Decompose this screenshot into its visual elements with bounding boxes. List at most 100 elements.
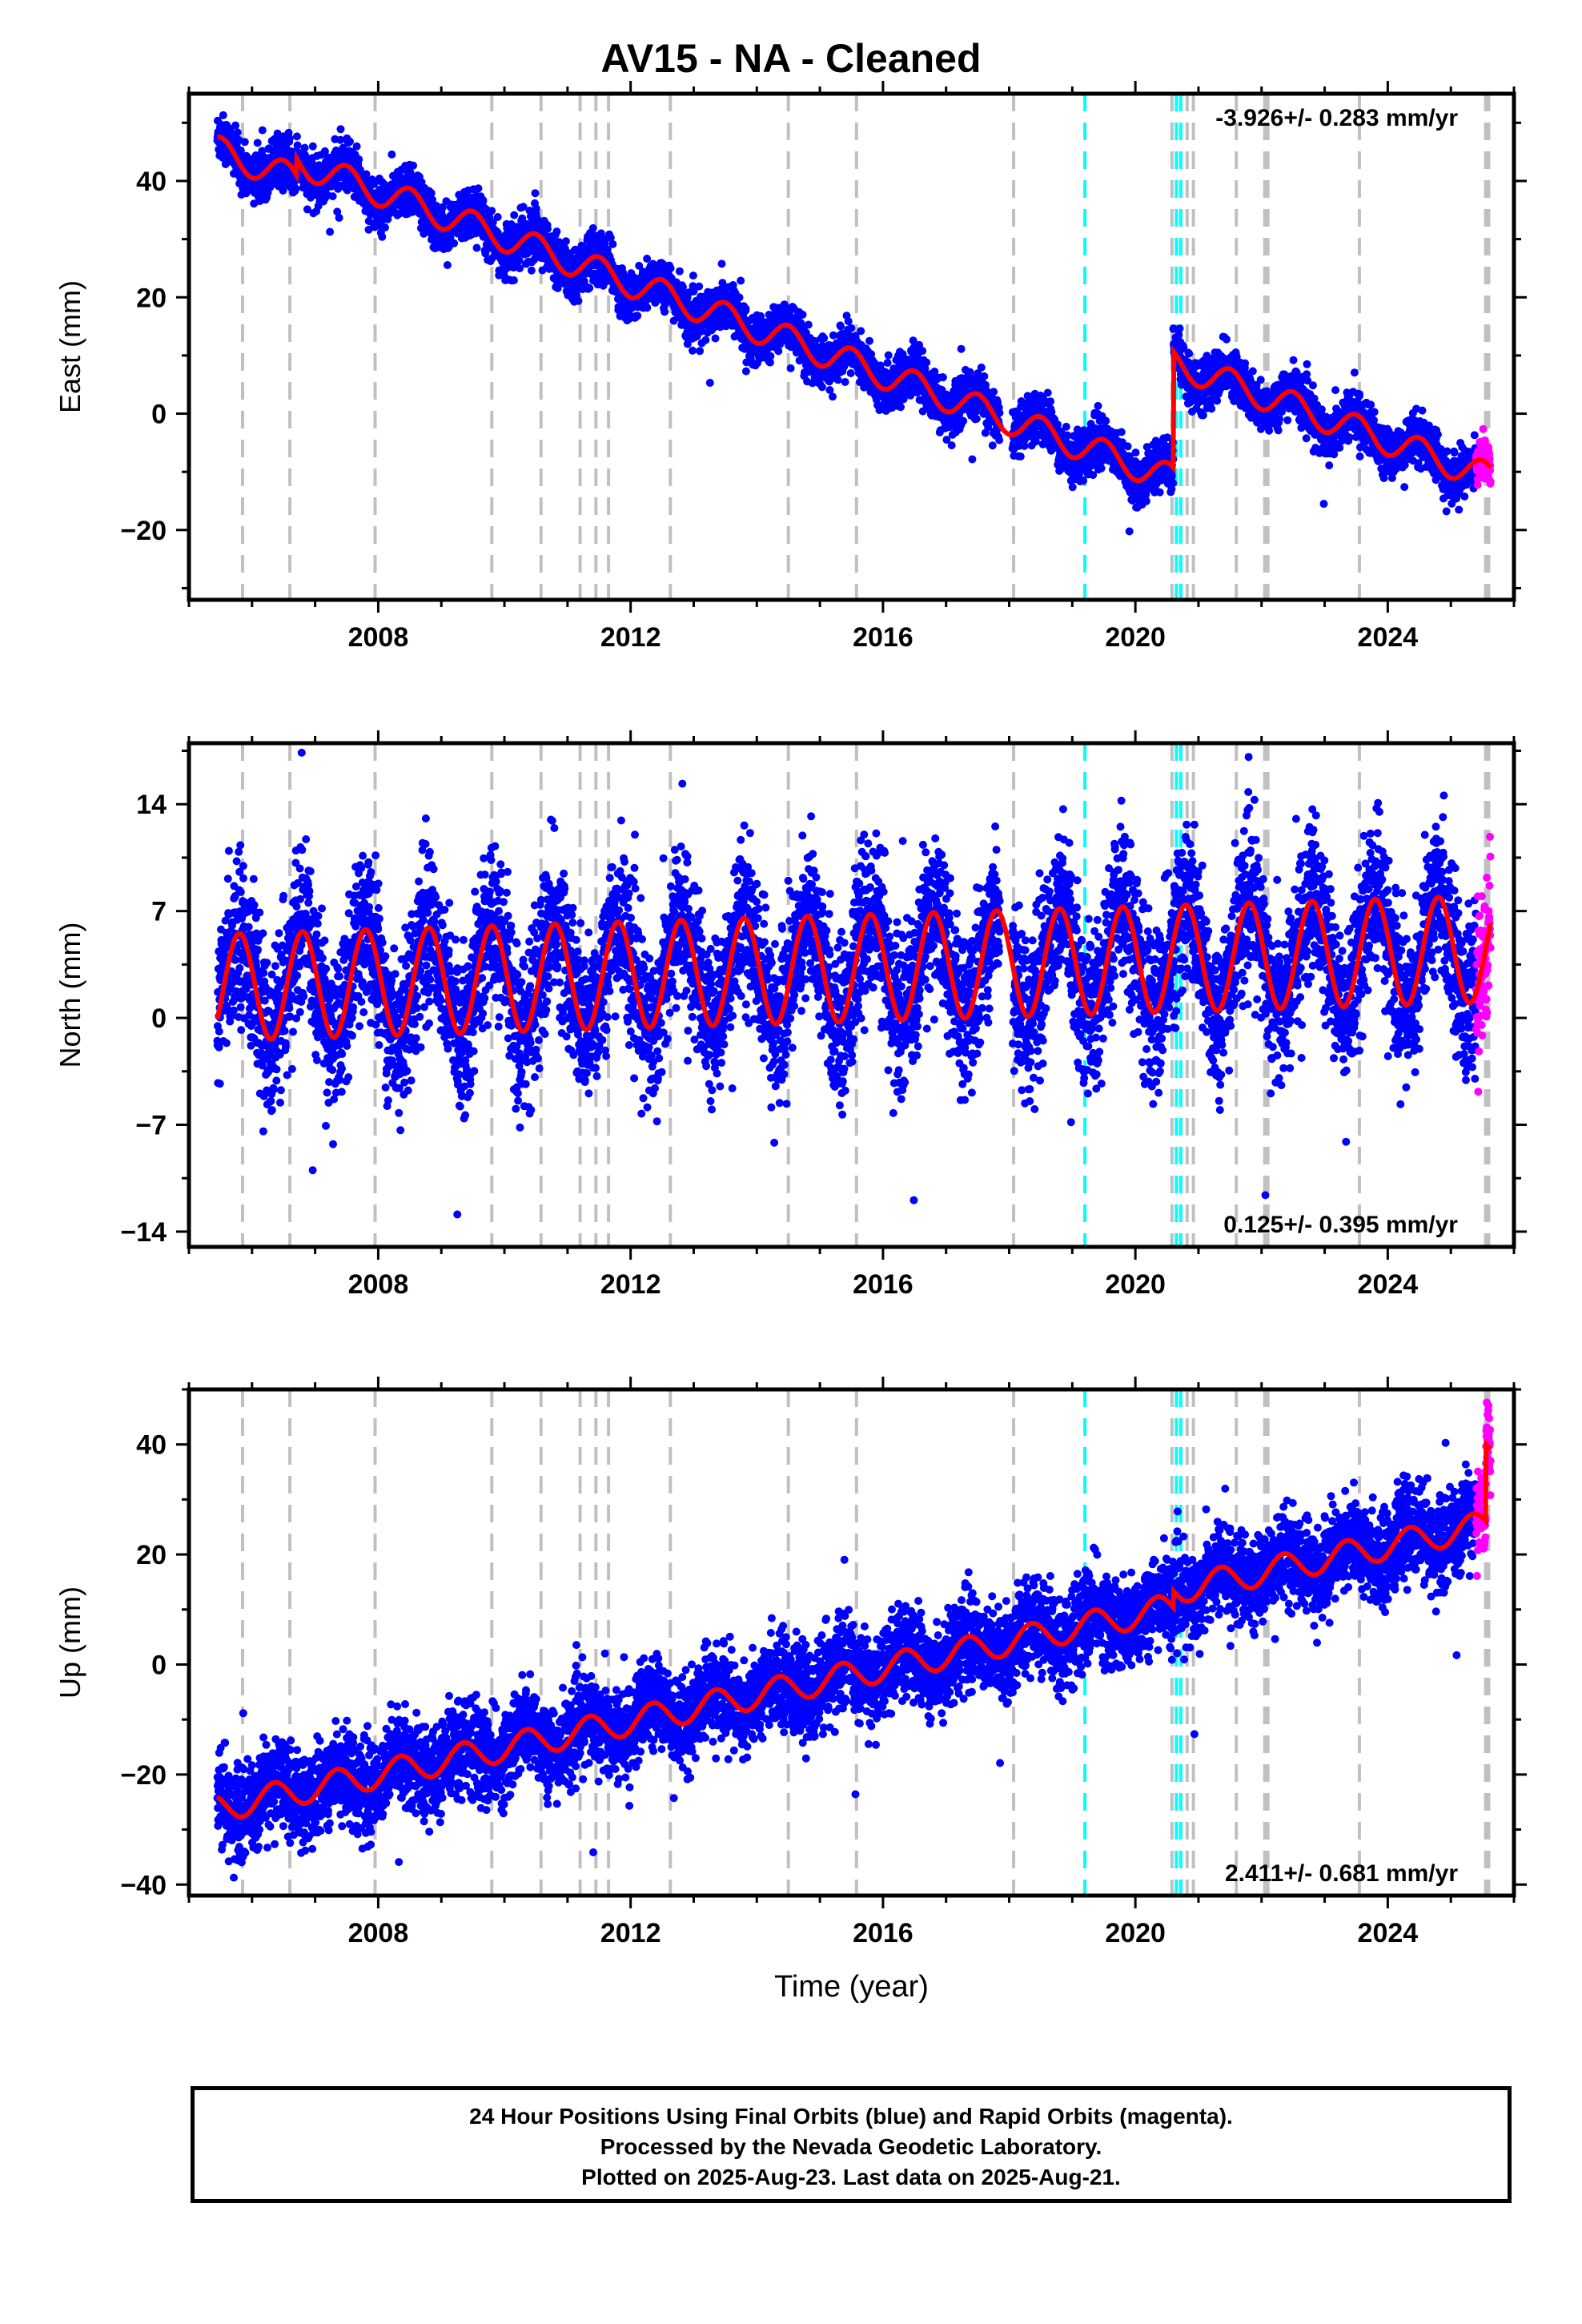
final-orbit-point bbox=[352, 142, 361, 151]
final-orbit-point bbox=[417, 178, 426, 187]
final-orbit-point bbox=[544, 224, 552, 233]
final-orbit-point bbox=[292, 132, 301, 141]
final-orbit-point bbox=[336, 135, 345, 144]
final-orbit-point bbox=[219, 111, 227, 119]
final-orbit-point bbox=[443, 261, 452, 269]
final-orbit-point bbox=[428, 195, 437, 204]
final-orbit-point bbox=[666, 264, 675, 272]
final-orbit-point bbox=[279, 187, 287, 195]
final-orbit-point bbox=[427, 189, 436, 198]
final-orbit-point bbox=[284, 128, 293, 137]
final-orbit-point bbox=[531, 189, 540, 198]
final-orbit-point bbox=[273, 129, 282, 138]
final-orbit-point bbox=[990, 388, 998, 396]
final-orbit-point bbox=[300, 143, 309, 152]
final-orbit-point bbox=[364, 225, 373, 234]
final-orbit-point bbox=[509, 276, 518, 284]
final-orbit-point bbox=[689, 346, 697, 355]
final-orbit-point bbox=[333, 207, 342, 216]
final-orbit-point bbox=[450, 239, 459, 247]
final-orbit-point bbox=[336, 125, 345, 134]
final-orbit-point bbox=[561, 237, 570, 246]
final-orbit-point bbox=[608, 239, 617, 248]
final-orbit-point bbox=[766, 352, 775, 360]
final-orbit-point bbox=[972, 415, 981, 423]
final-orbit-point bbox=[472, 243, 481, 252]
final-orbit-point bbox=[253, 139, 262, 147]
final-orbit-point bbox=[980, 372, 989, 380]
final-orbit-point bbox=[741, 304, 750, 313]
final-orbit-point bbox=[833, 376, 842, 384]
final-orbit-point bbox=[988, 441, 997, 450]
final-orbit-point bbox=[1054, 420, 1062, 429]
final-orbit-point bbox=[841, 378, 849, 386]
final-orbit-point bbox=[362, 170, 371, 179]
chart-title: AV15 - NA - Cleaned bbox=[0, 35, 1582, 82]
final-orbit-point bbox=[328, 192, 337, 201]
final-orbit-point bbox=[829, 392, 837, 401]
final-orbit-point bbox=[643, 304, 652, 312]
final-orbit-point bbox=[285, 135, 294, 143]
final-orbit-point bbox=[689, 271, 697, 280]
final-orbit-point bbox=[695, 282, 704, 291]
final-orbit-point bbox=[1020, 441, 1029, 450]
final-orbit-point bbox=[959, 416, 968, 425]
final-orbit-point bbox=[705, 379, 714, 387]
final-orbit-point bbox=[884, 351, 893, 360]
final-orbit-point bbox=[488, 207, 496, 215]
final-orbit-point bbox=[837, 322, 845, 331]
final-orbit-point bbox=[957, 344, 966, 353]
final-orbit-point bbox=[387, 150, 396, 159]
final-orbit-point bbox=[820, 334, 829, 343]
final-orbit-point bbox=[378, 232, 387, 241]
final-orbit-point bbox=[938, 373, 947, 382]
final-orbit-point bbox=[735, 293, 744, 302]
final-orbit-point bbox=[741, 367, 750, 376]
final-orbit-point bbox=[922, 358, 931, 367]
final-orbit-point bbox=[326, 227, 335, 236]
final-orbit-point bbox=[335, 214, 343, 222]
final-orbit-point bbox=[409, 161, 418, 170]
final-orbit-point bbox=[846, 369, 855, 377]
final-orbit-point bbox=[1079, 476, 1088, 485]
final-orbit-point bbox=[479, 196, 488, 205]
final-orbit-point bbox=[844, 317, 853, 326]
final-orbit-point bbox=[798, 310, 807, 319]
final-orbit-point bbox=[717, 259, 726, 268]
final-orbit-point bbox=[1016, 452, 1025, 460]
final-orbit-point bbox=[474, 184, 483, 193]
plot-area-east bbox=[213, 94, 1495, 600]
final-orbit-point bbox=[231, 121, 240, 130]
final-orbit-point bbox=[804, 320, 813, 329]
final-orbit-point bbox=[865, 336, 873, 345]
final-orbit-point bbox=[947, 441, 956, 450]
final-orbit-point bbox=[588, 223, 597, 232]
final-orbit-point bbox=[1046, 397, 1055, 406]
final-orbit-point bbox=[585, 283, 594, 292]
final-orbit-point bbox=[675, 267, 684, 275]
final-orbit-point bbox=[661, 308, 669, 316]
final-orbit-point bbox=[308, 142, 317, 151]
final-orbit-point bbox=[527, 266, 536, 275]
final-orbit-point bbox=[995, 436, 1004, 444]
final-orbit-point bbox=[233, 128, 242, 137]
final-orbit-point bbox=[258, 126, 267, 135]
final-orbit-point bbox=[883, 359, 892, 367]
final-orbit-point bbox=[355, 155, 363, 163]
final-orbit-point bbox=[303, 205, 311, 214]
final-orbit-point bbox=[236, 146, 245, 155]
final-orbit-point bbox=[774, 347, 783, 356]
final-orbit-point bbox=[346, 137, 354, 146]
final-orbit-point bbox=[977, 363, 986, 372]
final-orbit-point bbox=[897, 403, 905, 412]
final-orbit-point bbox=[1043, 388, 1052, 397]
final-orbit-point bbox=[291, 184, 300, 193]
final-orbit-point bbox=[240, 138, 249, 147]
final-orbit-point bbox=[574, 296, 583, 305]
final-orbit-point bbox=[439, 203, 447, 211]
final-orbit-point bbox=[1068, 483, 1077, 492]
final-orbit-point bbox=[968, 455, 977, 464]
final-orbit-point bbox=[817, 383, 826, 392]
